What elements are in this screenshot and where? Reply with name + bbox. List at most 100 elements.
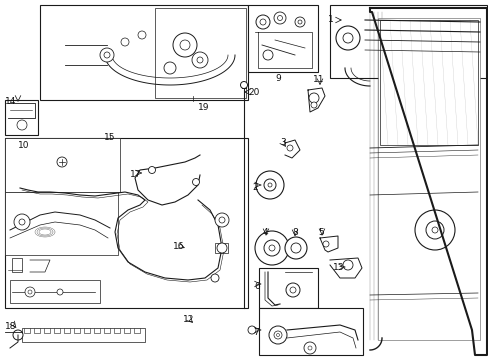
Text: 14: 14: [5, 97, 16, 106]
Bar: [10, 280, 100, 303]
Circle shape: [297, 20, 302, 24]
Text: 3: 3: [280, 138, 285, 147]
Circle shape: [121, 38, 129, 46]
Text: 2: 2: [251, 183, 257, 192]
Circle shape: [254, 231, 288, 265]
Text: 10: 10: [18, 141, 29, 150]
Circle shape: [286, 145, 292, 151]
Circle shape: [260, 19, 265, 25]
Circle shape: [285, 283, 299, 297]
Circle shape: [148, 166, 155, 174]
Circle shape: [138, 31, 146, 39]
Circle shape: [310, 102, 316, 108]
Circle shape: [431, 227, 437, 233]
Circle shape: [28, 290, 32, 294]
Circle shape: [173, 33, 197, 57]
Circle shape: [335, 26, 359, 50]
Circle shape: [192, 179, 199, 185]
Text: 8: 8: [291, 228, 297, 237]
Circle shape: [219, 217, 224, 223]
Circle shape: [19, 219, 25, 225]
Circle shape: [217, 243, 226, 253]
Bar: [94, 328, 100, 333]
Circle shape: [163, 62, 176, 74]
Bar: [22, 328, 145, 342]
Circle shape: [342, 33, 352, 43]
Bar: [104, 328, 110, 333]
Bar: [44, 328, 50, 333]
Bar: [124, 328, 130, 333]
Circle shape: [308, 93, 318, 103]
Bar: [40, 5, 247, 100]
Circle shape: [264, 179, 275, 191]
Bar: [259, 308, 362, 355]
Circle shape: [267, 183, 271, 187]
Circle shape: [14, 214, 30, 230]
Circle shape: [247, 326, 256, 334]
Bar: [114, 328, 120, 333]
Circle shape: [17, 120, 27, 130]
Circle shape: [104, 52, 110, 58]
Circle shape: [276, 333, 279, 337]
Bar: [34, 328, 40, 333]
Circle shape: [304, 342, 315, 354]
Circle shape: [273, 331, 282, 339]
Circle shape: [57, 157, 67, 167]
Text: 15: 15: [104, 133, 116, 142]
Circle shape: [290, 243, 301, 253]
Circle shape: [256, 15, 269, 29]
Text: 13: 13: [332, 263, 344, 272]
Bar: [5, 100, 38, 135]
Bar: [54, 328, 60, 333]
Circle shape: [285, 237, 306, 259]
Bar: [84, 328, 90, 333]
Text: 7: 7: [252, 328, 258, 337]
Bar: [247, 5, 317, 72]
Circle shape: [323, 241, 328, 247]
Bar: [5, 138, 120, 192]
Text: 16: 16: [173, 242, 184, 251]
Circle shape: [215, 213, 228, 227]
Circle shape: [256, 171, 284, 199]
Circle shape: [289, 287, 295, 293]
Circle shape: [294, 17, 305, 27]
Text: 19: 19: [198, 103, 209, 112]
Text: 5: 5: [317, 228, 323, 237]
Bar: [377, 18, 479, 340]
Circle shape: [268, 245, 274, 251]
Circle shape: [273, 12, 285, 24]
Circle shape: [192, 52, 207, 68]
Circle shape: [210, 274, 219, 282]
Circle shape: [57, 289, 63, 295]
Circle shape: [180, 40, 190, 50]
Bar: [64, 328, 70, 333]
Circle shape: [240, 81, 247, 89]
Bar: [259, 268, 317, 308]
Text: 4: 4: [263, 228, 268, 237]
Bar: [379, 20, 477, 145]
Text: 1: 1: [327, 15, 333, 24]
Bar: [155, 8, 245, 98]
Bar: [5, 192, 118, 255]
Bar: [215, 243, 227, 253]
Circle shape: [268, 326, 286, 344]
Circle shape: [414, 210, 454, 250]
Circle shape: [25, 287, 35, 297]
Text: 6: 6: [253, 282, 259, 291]
Text: 20: 20: [247, 88, 259, 97]
Text: 9: 9: [275, 74, 280, 83]
Circle shape: [13, 330, 23, 340]
Bar: [12, 258, 22, 272]
Circle shape: [425, 221, 443, 239]
Text: 11: 11: [312, 75, 324, 84]
Text: 17: 17: [130, 170, 141, 179]
Text: 12: 12: [183, 315, 194, 324]
Circle shape: [277, 15, 282, 21]
Circle shape: [100, 48, 114, 62]
Circle shape: [197, 57, 203, 63]
Bar: [74, 328, 80, 333]
Text: 18: 18: [5, 322, 17, 331]
Circle shape: [307, 346, 311, 350]
Circle shape: [342, 260, 352, 270]
Circle shape: [264, 240, 280, 256]
